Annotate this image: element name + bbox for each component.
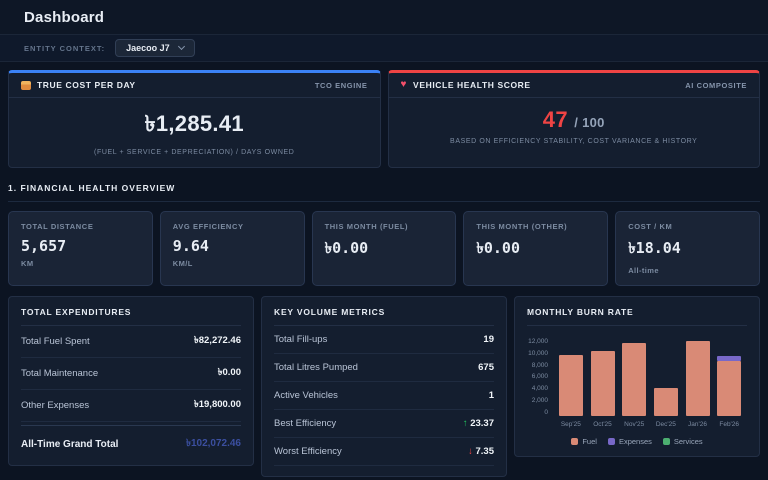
stat-card-month-fuel: THIS MONTH (FUEL) ৳0.00 <box>311 211 457 286</box>
x-axis-label: Jan'26 <box>688 421 707 428</box>
table-row: Total Fill-ups 19 <box>274 326 494 354</box>
x-axis-label: Feb'26 <box>719 421 740 428</box>
x-axis-label: Sep'25 <box>560 421 581 428</box>
entity-select-value: Jaecoo J7 <box>126 43 170 53</box>
legend-item: Expenses <box>607 437 652 446</box>
bar-group: Sep'25 <box>555 338 587 428</box>
tco-card: TRUE COST PER DAY TCO ENGINE ৳1,285.41 (… <box>8 70 381 168</box>
hero-cards: TRUE COST PER DAY TCO ENGINE ৳1,285.41 (… <box>8 70 760 168</box>
grand-total-value: ৳102,072.46 <box>185 438 241 449</box>
table-row: Total Fuel Spent ৳82,272.46 <box>21 326 241 358</box>
key-volume-metrics-panel: KEY VOLUME METRICS Total Fill-ups 19 Tot… <box>261 296 507 477</box>
stat-card-avg-efficiency: AVG EFFICIENCY 9.64 KM/L <box>159 211 305 286</box>
legend-item: Services <box>662 437 703 446</box>
dashboard-content: TRUE COST PER DAY TCO ENGINE ৳1,285.41 (… <box>0 62 768 480</box>
tco-card-title: TRUE COST PER DAY <box>37 80 136 90</box>
health-subtitle: BASED ON EFFICIENCY STABILITY, COST VARI… <box>450 138 698 145</box>
bar-segment <box>685 341 710 416</box>
chart-legend: Fuel Expenses Services <box>527 437 747 446</box>
section-title-financial-overview: 1. FINANCIAL HEALTH OVERVIEW <box>8 178 760 202</box>
grand-total-row: All-Time Grand Total ৳102,072.46 <box>21 425 241 455</box>
chart-y-axis: 12,000 10,000 8,000 6,000 4,000 2,000 0 <box>528 338 548 416</box>
x-axis-label: Oct'25 <box>593 421 612 428</box>
monthly-burn-rate-title: MONTHLY BURN RATE <box>527 307 747 326</box>
tco-engine-tag: TCO ENGINE <box>314 80 368 90</box>
bar-segment <box>622 343 647 416</box>
bar-segment <box>558 355 583 416</box>
briefcase-icon <box>21 80 31 90</box>
stat-card-total-distance: TOTAL DISTANCE 5,657 KM <box>8 211 153 286</box>
bar-group: Oct'25 <box>587 338 619 428</box>
bar-segment <box>717 361 742 416</box>
legend-item: Fuel <box>571 437 597 446</box>
ai-composite-tag: AI COMPOSITE <box>685 80 747 90</box>
table-row: Best Efficiency ↑ 23.37 <box>274 410 494 438</box>
chevron-down-icon <box>177 42 185 51</box>
bar-group: Nov'25 <box>618 338 650 428</box>
tco-value: ৳1,285.41 <box>144 111 244 136</box>
page-title: Dashboard <box>24 8 105 26</box>
trend-up-icon: ↑ <box>462 418 468 429</box>
monthly-burn-rate-chart: 12,000 10,000 8,000 6,000 4,000 2,000 0 Sep'25… <box>527 338 747 428</box>
table-row: Other Expenses ৳19,800.00 <box>21 390 241 422</box>
bar-group: Feb'26 <box>713 338 745 428</box>
health-card: ♥ VEHICLE HEALTH SCORE AI COMPOSITE 47 /… <box>387 70 760 168</box>
key-volume-metrics-title: KEY VOLUME METRICS <box>274 307 494 326</box>
entity-select[interactable]: Jaecoo J7 <box>115 39 195 57</box>
bar-segment <box>590 351 615 416</box>
bar-segment <box>653 388 678 416</box>
chart-plot: Sep'25 Oct'25 Nov'25 Dec'25 Jan'26 Feb'26 <box>553 338 747 428</box>
monthly-burn-rate-panel: MONTHLY BURN RATE 12,000 10,000 8,000 6,000… <box>514 296 760 457</box>
trend-down-icon: ↓ <box>468 446 473 457</box>
bar-group: Jan'26 <box>682 338 714 428</box>
table-row: Total Maintenance ৳0.00 <box>21 358 241 390</box>
x-axis-label: Dec'25 <box>655 421 676 428</box>
tco-subtitle: (FUEL + SERVICE + DEPRECIATION) / DAYS O… <box>94 149 295 156</box>
table-row: Total Litres Pumped 675 <box>274 354 494 382</box>
stats-grid: TOTAL DISTANCE 5,657 KM AVG EFFICIENCY 9… <box>8 211 760 286</box>
entity-context-label: ENTITY CONTEXT: <box>24 43 106 53</box>
stat-card-cost-per-km: COST / KM ৳18.04 All-time <box>615 211 760 286</box>
health-card-title: VEHICLE HEALTH SCORE <box>413 80 531 90</box>
bar-segment <box>717 356 742 361</box>
total-expenditures-title: TOTAL EXPENDITURES <box>21 307 241 326</box>
total-expenditures-panel: TOTAL EXPENDITURES Total Fuel Spent ৳82,… <box>8 296 254 466</box>
entity-context-bar: ENTITY CONTEXT: Jaecoo J7 <box>0 35 768 62</box>
health-score-value: 47 <box>542 107 568 132</box>
bar-group: Dec'25 <box>650 338 682 428</box>
health-score-denominator: / 100 <box>574 115 605 130</box>
table-row: Active Vehicles 1 <box>274 382 494 410</box>
stat-card-month-other: THIS MONTH (OTHER) ৳0.00 <box>463 211 609 286</box>
heart-icon: ♥ <box>400 79 408 90</box>
x-axis-label: Nov'25 <box>624 421 645 428</box>
top-bar: Dashboard <box>0 0 768 35</box>
panels-row: TOTAL EXPENDITURES Total Fuel Spent ৳82,… <box>8 296 760 477</box>
table-row: Worst Efficiency ↓ 7.35 <box>274 438 494 466</box>
